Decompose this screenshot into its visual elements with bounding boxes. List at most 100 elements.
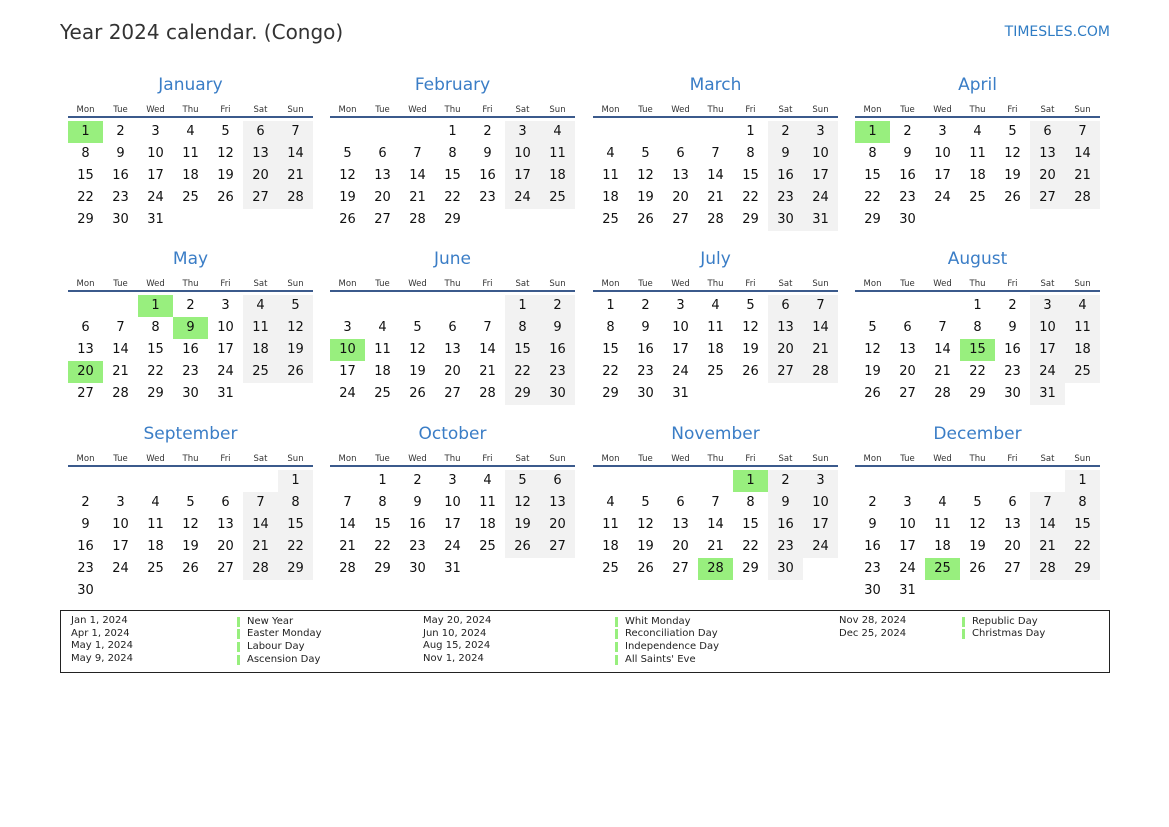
day-cell[interactable]: 24 <box>505 187 540 209</box>
day-cell[interactable]: 22 <box>147 364 164 379</box>
day-cell[interactable]: 13 <box>540 492 575 514</box>
day-cell[interactable]: 2 <box>768 470 803 492</box>
day-cell[interactable]: 20 <box>1030 165 1065 187</box>
day-cell[interactable]: 7 <box>1030 492 1065 514</box>
day-cell[interactable]: 20 <box>444 364 461 379</box>
day-cell[interactable]: 6 <box>676 146 685 161</box>
day-cell[interactable]: 7 <box>803 295 838 317</box>
holiday-day-cell[interactable]: 10 <box>330 339 365 361</box>
day-cell[interactable]: 21 <box>934 364 951 379</box>
day-cell[interactable]: 31 <box>217 386 234 401</box>
day-cell[interactable]: 23 <box>1004 364 1021 379</box>
day-cell[interactable]: 15 <box>742 168 759 183</box>
day-cell[interactable]: 20 <box>374 190 391 205</box>
day-cell[interactable]: 3 <box>903 495 912 510</box>
day-cell[interactable]: 11 <box>147 517 164 532</box>
day-cell[interactable]: 5 <box>973 495 982 510</box>
day-cell[interactable]: 19 <box>637 190 654 205</box>
day-cell[interactable]: 28 <box>339 561 356 576</box>
day-cell[interactable]: 24 <box>339 386 356 401</box>
day-cell[interactable]: 18 <box>707 342 724 357</box>
day-cell[interactable]: 15 <box>864 168 881 183</box>
day-cell[interactable]: 8 <box>81 146 90 161</box>
day-cell[interactable]: 3 <box>1030 295 1065 317</box>
day-cell[interactable]: 14 <box>1065 143 1100 165</box>
day-cell[interactable]: 19 <box>637 539 654 554</box>
day-cell[interactable]: 29 <box>742 212 759 227</box>
day-cell[interactable]: 17 <box>112 539 129 554</box>
day-cell[interactable]: 5 <box>641 495 650 510</box>
day-cell[interactable]: 1 <box>278 470 313 492</box>
day-cell[interactable]: 7 <box>938 320 947 335</box>
day-cell[interactable]: 3 <box>448 473 457 488</box>
day-cell[interactable]: 6 <box>540 470 575 492</box>
day-cell[interactable]: 10 <box>899 517 916 532</box>
day-cell[interactable]: 20 <box>672 539 689 554</box>
day-cell[interactable]: 23 <box>409 539 426 554</box>
day-cell[interactable]: 1 <box>746 124 755 139</box>
day-cell[interactable]: 17 <box>1030 339 1065 361</box>
day-cell[interactable]: 5 <box>1008 124 1017 139</box>
day-cell[interactable]: 12 <box>505 492 540 514</box>
day-cell[interactable]: 5 <box>505 470 540 492</box>
day-cell[interactable]: 4 <box>711 298 720 313</box>
day-cell[interactable]: 25 <box>540 187 575 209</box>
day-cell[interactable]: 27 <box>217 561 234 576</box>
day-cell[interactable]: 24 <box>672 364 689 379</box>
day-cell[interactable]: 23 <box>479 190 496 205</box>
day-cell[interactable]: 14 <box>479 342 496 357</box>
day-cell[interactable]: 19 <box>339 190 356 205</box>
day-cell[interactable]: 24 <box>217 364 234 379</box>
day-cell[interactable]: 9 <box>116 146 125 161</box>
day-cell[interactable]: 28 <box>1065 187 1100 209</box>
day-cell[interactable]: 5 <box>641 146 650 161</box>
holiday-day-cell[interactable]: 28 <box>698 558 733 580</box>
day-cell[interactable]: 18 <box>934 539 951 554</box>
day-cell[interactable]: 17 <box>505 165 540 187</box>
day-cell[interactable]: 23 <box>864 561 881 576</box>
holiday-day-cell[interactable]: 15 <box>960 339 995 361</box>
day-cell[interactable]: 30 <box>899 212 916 227</box>
day-cell[interactable]: 13 <box>77 342 94 357</box>
day-cell[interactable]: 8 <box>606 320 615 335</box>
day-cell[interactable]: 22 <box>969 364 986 379</box>
day-cell[interactable]: 13 <box>1004 517 1021 532</box>
day-cell[interactable]: 30 <box>182 386 199 401</box>
day-cell[interactable]: 11 <box>479 495 496 510</box>
day-cell[interactable]: 12 <box>742 320 759 335</box>
day-cell[interactable]: 9 <box>413 495 422 510</box>
day-cell[interactable]: 4 <box>378 320 387 335</box>
day-cell[interactable]: 19 <box>409 364 426 379</box>
day-cell[interactable]: 9 <box>1008 320 1017 335</box>
day-cell[interactable]: 11 <box>969 146 986 161</box>
day-cell[interactable]: 8 <box>973 320 982 335</box>
day-cell[interactable]: 23 <box>637 364 654 379</box>
day-cell[interactable]: 6 <box>378 146 387 161</box>
day-cell[interactable]: 15 <box>147 342 164 357</box>
day-cell[interactable]: 3 <box>343 320 352 335</box>
day-cell[interactable]: 10 <box>444 495 461 510</box>
day-cell[interactable]: 20 <box>243 165 278 187</box>
day-cell[interactable]: 16 <box>77 539 94 554</box>
day-cell[interactable]: 12 <box>864 342 881 357</box>
holiday-day-cell[interactable]: 20 <box>68 361 103 383</box>
day-cell[interactable]: 2 <box>81 495 90 510</box>
day-cell[interactable]: 4 <box>186 124 195 139</box>
day-cell[interactable]: 20 <box>217 539 234 554</box>
day-cell[interactable]: 6 <box>243 121 278 143</box>
day-cell[interactable]: 25 <box>602 561 619 576</box>
day-cell[interactable]: 7 <box>278 121 313 143</box>
day-cell[interactable]: 25 <box>602 212 619 227</box>
day-cell[interactable]: 26 <box>182 561 199 576</box>
day-cell[interactable]: 14 <box>1030 514 1065 536</box>
day-cell[interactable]: 25 <box>707 364 724 379</box>
day-cell[interactable]: 26 <box>339 212 356 227</box>
day-cell[interactable]: 26 <box>742 364 759 379</box>
day-cell[interactable]: 7 <box>413 146 422 161</box>
day-cell[interactable]: 21 <box>803 339 838 361</box>
day-cell[interactable]: 7 <box>711 495 720 510</box>
day-cell[interactable]: 6 <box>903 320 912 335</box>
day-cell[interactable]: 30 <box>540 383 575 405</box>
day-cell[interactable]: 26 <box>969 561 986 576</box>
day-cell[interactable]: 18 <box>182 168 199 183</box>
